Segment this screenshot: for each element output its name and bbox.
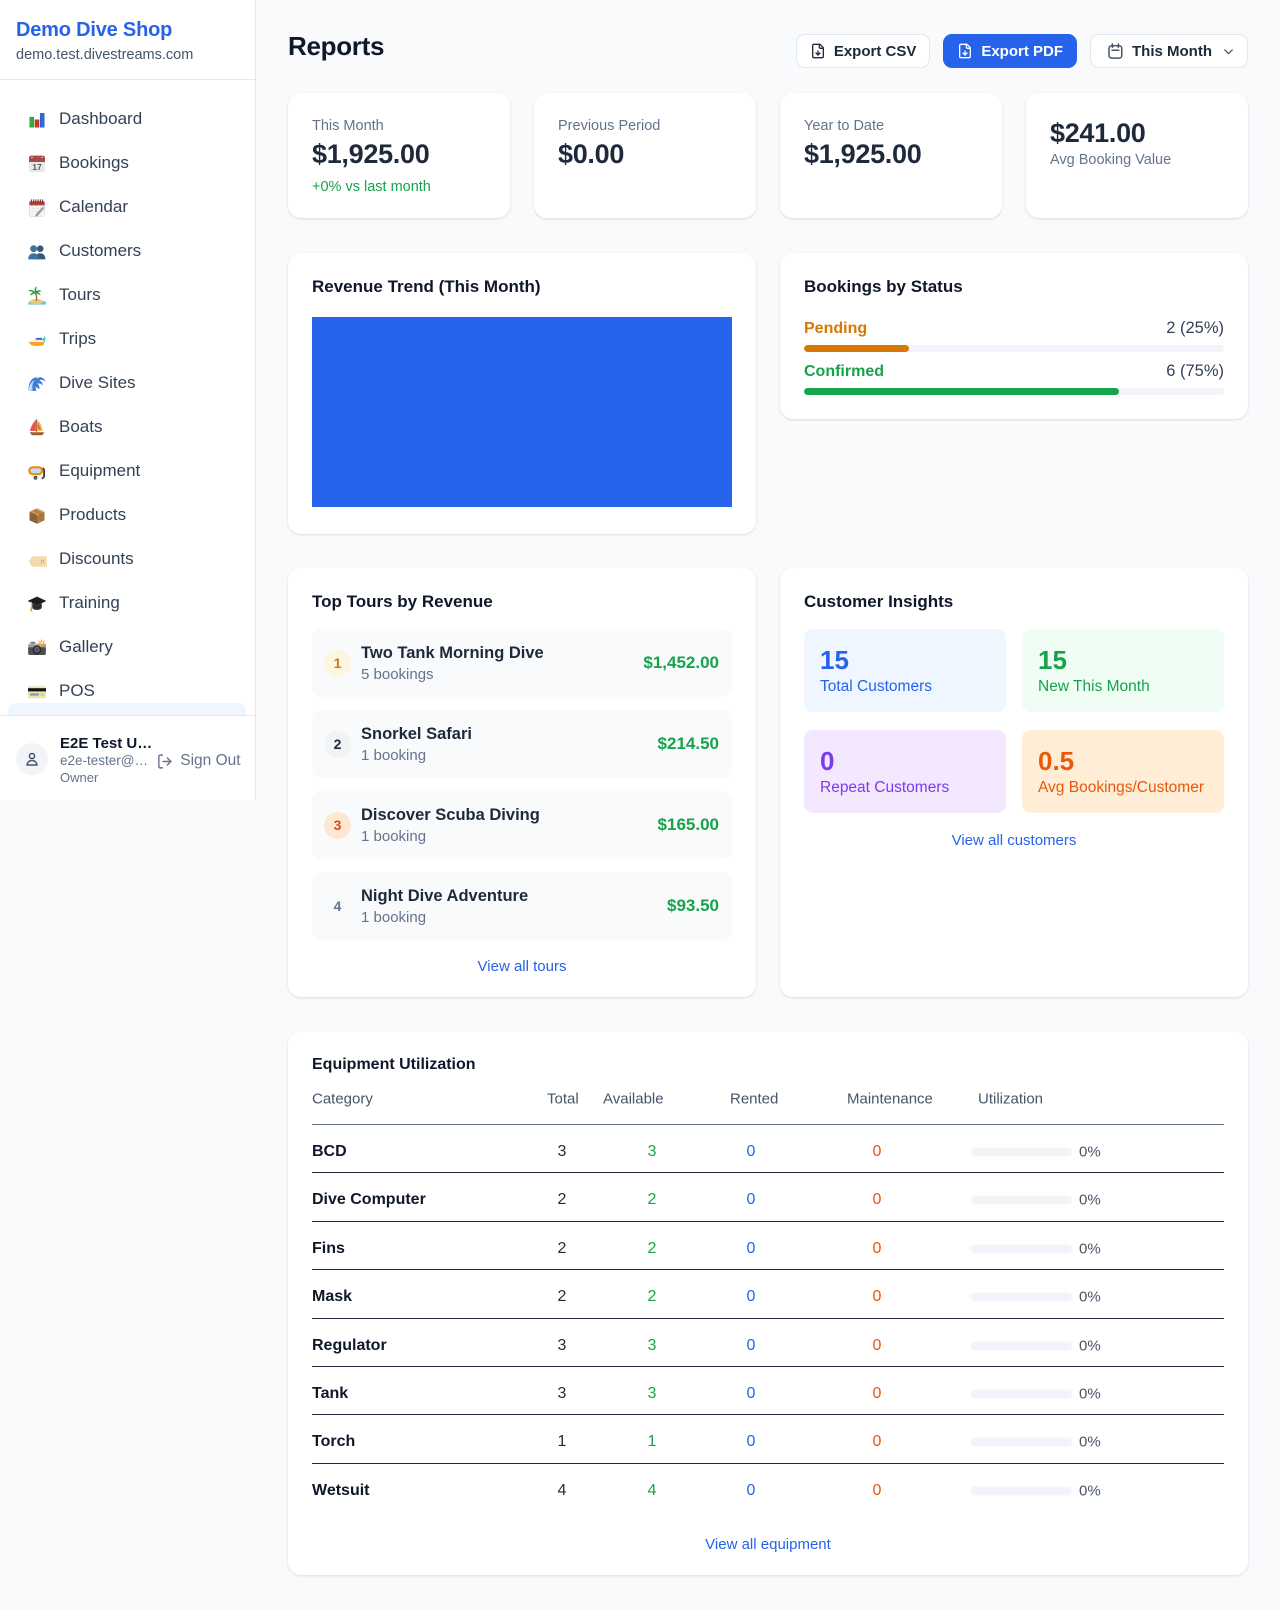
svg-text:17: 17 [32, 162, 42, 172]
